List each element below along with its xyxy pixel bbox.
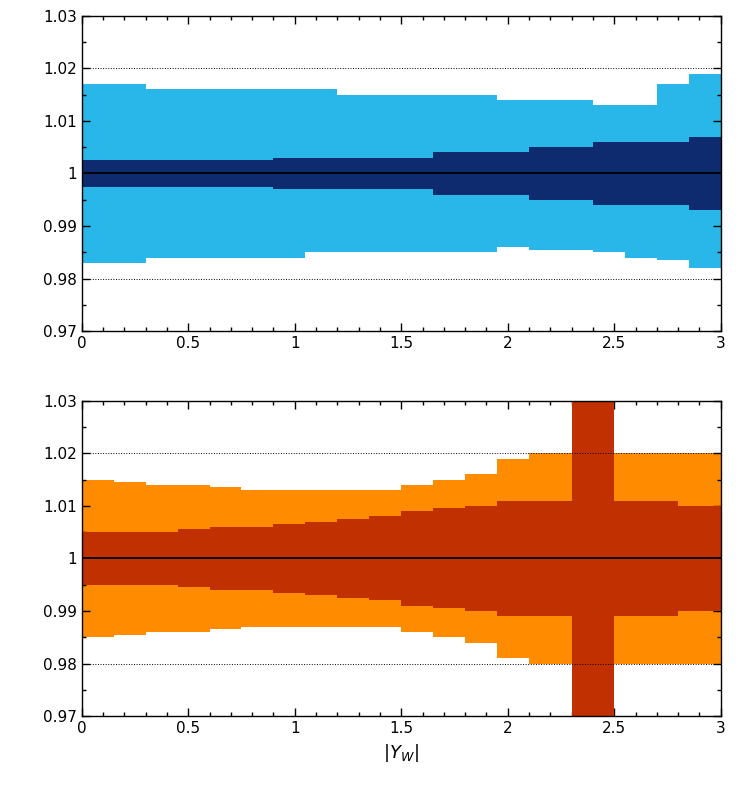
X-axis label: $|Y_{W}|$: $|Y_{W}|$ bbox=[383, 741, 419, 763]
